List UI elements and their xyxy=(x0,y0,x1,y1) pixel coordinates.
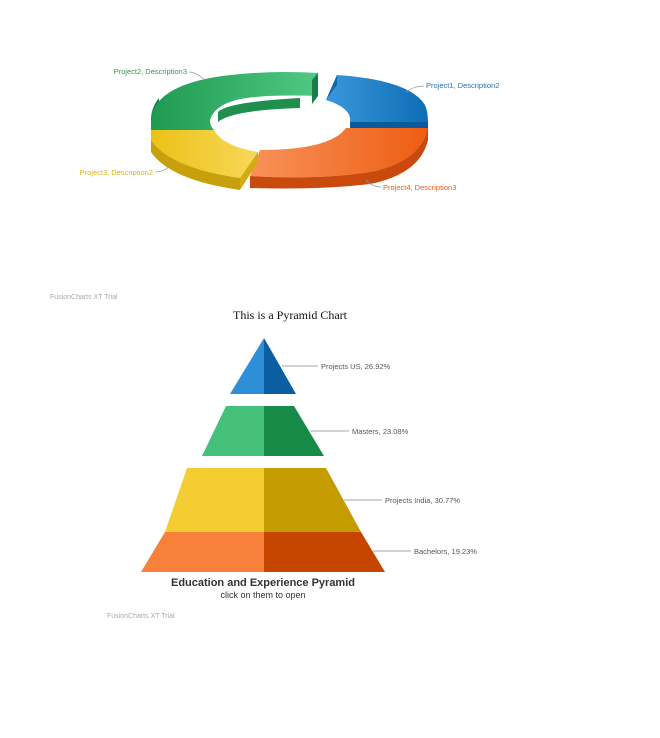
leader-project2 xyxy=(188,71,206,81)
pyramid-subcaption[interactable]: click on them to open xyxy=(220,590,305,600)
pyramid-caption: Education and Experience Pyramid xyxy=(171,577,355,589)
pyramid-label-projects-india: Projects India, 30.77% xyxy=(385,496,460,505)
doughnut-slice-project2-rim xyxy=(312,73,318,104)
doughnut-label-project3: Project3, Description2 xyxy=(80,168,153,177)
pyramid-section-masters[interactable] xyxy=(202,406,324,456)
pyramid-chart: This is a Pyramid Chart Projects US, 26.… xyxy=(141,308,477,600)
leader-project1 xyxy=(405,85,425,93)
doughnut-slice-project4-side xyxy=(250,128,428,189)
pyramid-section-bachelors-left xyxy=(141,532,264,572)
pyramid-label-bachelors: Bachelors, 19.23% xyxy=(414,547,477,556)
leader-project4 xyxy=(365,179,382,188)
doughnut-slice-project4[interactable] xyxy=(250,128,428,189)
pyramid-label-projects-us: Projects US, 26.92% xyxy=(321,362,391,371)
doughnut-slice-project2-inner xyxy=(218,98,300,122)
pyramid-section-masters-right xyxy=(264,406,324,456)
pyramid-label-masters: Masters, 23.08% xyxy=(352,427,409,436)
pyramid-section-bachelors-right xyxy=(264,532,385,572)
leader-project3 xyxy=(154,165,171,173)
pyramid-section-projects-us-left xyxy=(230,338,264,394)
watermark-top: FusionCharts XT Trial xyxy=(50,294,118,301)
pyramid-section-projects-us-right xyxy=(264,338,296,394)
doughnut-slice-project3[interactable] xyxy=(151,130,258,190)
doughnut-slice-project1-top xyxy=(326,75,428,122)
doughnut-label-project4: Project4, Description3 xyxy=(383,183,456,192)
doughnut-slice-project1[interactable] xyxy=(320,75,428,134)
doughnut-slice-project4-top xyxy=(250,128,428,178)
doughnut-chart: Project2, Description3 Project1, Descrip… xyxy=(80,67,500,192)
pyramid-section-masters-left xyxy=(202,406,264,456)
doughnut-slice-project3-cut xyxy=(240,152,258,190)
doughnut-slice-project2[interactable] xyxy=(151,72,318,130)
pyramid-section-projects-india[interactable] xyxy=(165,468,361,532)
watermark-bottom: FusionCharts XT Trial xyxy=(107,613,175,620)
doughnut-label-project2: Project2, Description3 xyxy=(114,67,187,76)
doughnut-slice-project2-top xyxy=(151,72,318,130)
doughnut-slice-project3-top xyxy=(151,130,258,178)
pyramid-section-projects-us[interactable] xyxy=(230,338,296,394)
doughnut-slice-project3-side xyxy=(151,140,240,190)
pyramid-title: This is a Pyramid Chart xyxy=(233,308,348,322)
pyramid-section-bachelors[interactable] xyxy=(141,532,385,572)
doughnut-label-project1: Project1, Description2 xyxy=(426,81,499,90)
pyramid-section-projects-india-left xyxy=(165,468,264,532)
pyramid-section-projects-india-right xyxy=(264,468,361,532)
